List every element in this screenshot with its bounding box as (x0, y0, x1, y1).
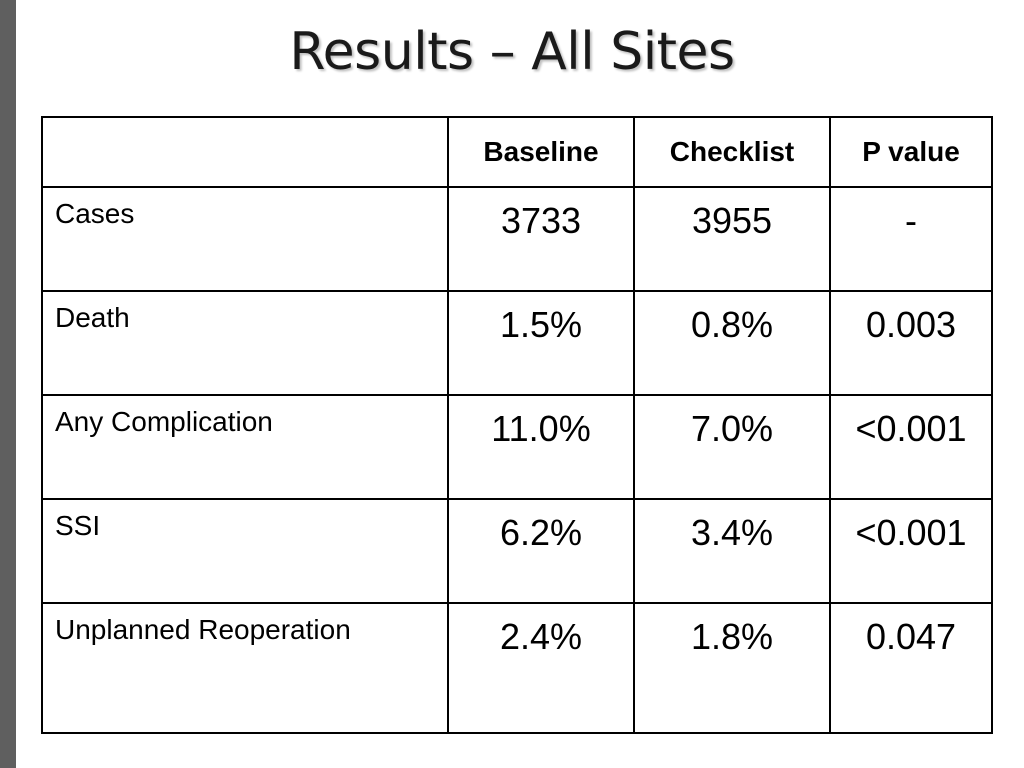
table-row: Death 1.5% 0.8% 0.003 (41, 290, 993, 396)
cell-checklist: 7.0% (633, 394, 831, 500)
cell-baseline: 2.4% (447, 602, 635, 734)
table-row: Any Complication 11.0% 7.0% <0.001 (41, 394, 993, 500)
row-label-death: Death (41, 290, 449, 396)
cell-baseline: 1.5% (447, 290, 635, 396)
row-label-unplanned-reoperation: Unplanned Reoperation (41, 602, 449, 734)
row-label-cases: Cases (41, 186, 449, 292)
cell-p-value: - (829, 186, 993, 292)
cell-checklist: 3.4% (633, 498, 831, 604)
table-row: Unplanned Reoperation 2.4% 1.8% 0.047 (41, 602, 993, 734)
slide-title: Results – All Sites (289, 22, 735, 82)
cell-p-value: <0.001 (829, 394, 993, 500)
table-header-row: Baseline Checklist P value (41, 116, 993, 188)
cell-baseline: 11.0% (447, 394, 635, 500)
cell-p-value: 0.047 (829, 602, 993, 734)
header-blank-cell (41, 116, 449, 188)
table-row: SSI 6.2% 3.4% <0.001 (41, 498, 993, 604)
cell-checklist: 0.8% (633, 290, 831, 396)
header-baseline: Baseline (447, 116, 635, 188)
cell-checklist: 1.8% (633, 602, 831, 734)
header-checklist: Checklist (633, 116, 831, 188)
row-label-ssi: SSI (41, 498, 449, 604)
left-edge-bar (0, 0, 16, 768)
cell-baseline: 3733 (447, 186, 635, 292)
table-row: Cases 3733 3955 - (41, 186, 993, 292)
cell-p-value: 0.003 (829, 290, 993, 396)
results-table: Baseline Checklist P value Cases 3733 39… (41, 116, 993, 734)
cell-checklist: 3955 (633, 186, 831, 292)
cell-baseline: 6.2% (447, 498, 635, 604)
cell-p-value: <0.001 (829, 498, 993, 604)
header-p-value: P value (829, 116, 993, 188)
row-label-any-complication: Any Complication (41, 394, 449, 500)
